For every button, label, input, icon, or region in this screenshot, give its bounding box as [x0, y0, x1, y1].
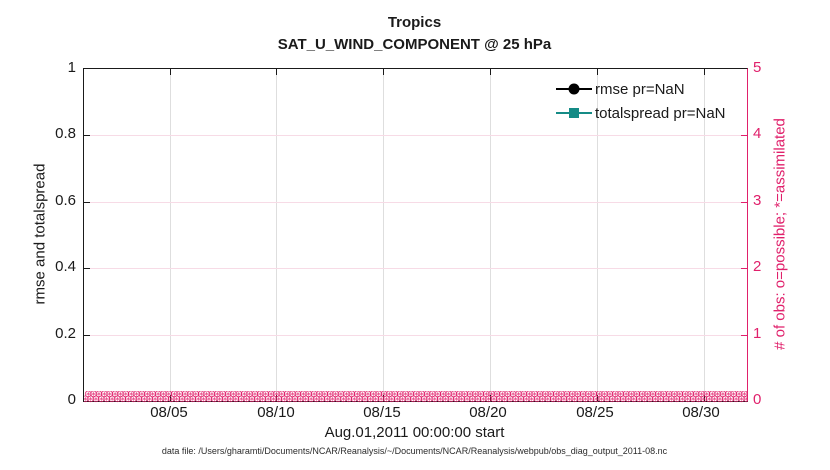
- tick-mark: [597, 69, 599, 75]
- tick-mark: [704, 395, 706, 401]
- right-ytick-label: 3: [753, 192, 762, 209]
- left-ytick-label: 1: [67, 59, 76, 76]
- xtick-label: 08/30: [682, 404, 720, 421]
- left-ytick-label: 0.4: [55, 258, 76, 275]
- gridline-vertical: [169, 69, 171, 401]
- legend-label-rmse: rmse pr=NaN: [595, 80, 685, 98]
- legend: rmse pr=NaN totalspread pr=NaN: [556, 77, 726, 125]
- tick-mark: [597, 395, 599, 401]
- chart-subtitle: SAT_U_WIND_COMPONENT @ 25 hPa: [277, 36, 552, 53]
- legend-item-rmse: rmse pr=NaN: [556, 77, 726, 101]
- rmse-line-sample: [556, 83, 592, 95]
- gridline-vertical: [704, 69, 706, 401]
- tick-mark: [741, 201, 747, 203]
- xtick-label: 08/15: [363, 404, 401, 421]
- tick-mark: [741, 135, 747, 137]
- tick-mark: [84, 135, 90, 137]
- circle-marker-icon: [568, 83, 580, 95]
- right-ytick-label: 4: [753, 125, 762, 142]
- right-ytick-label: 2: [753, 258, 762, 275]
- gridline-vertical: [383, 69, 385, 401]
- left-ytick-label: 0.2: [55, 325, 76, 342]
- left-ytick-label: 0.6: [55, 192, 76, 209]
- gridline-horizontal: [84, 268, 747, 270]
- gridline-vertical: [276, 69, 278, 401]
- tick-mark: [84, 268, 90, 270]
- tick-mark: [276, 395, 278, 401]
- tick-mark: [741, 334, 747, 336]
- tick-mark: [490, 395, 492, 401]
- tick-mark: [383, 395, 385, 401]
- obs-marker-row: ⊛⊛⊛⊛⊛⊛⊛⊛⊛⊛⊛⊛⊛⊛⊛⊛⊛⊛⊛⊛⊛⊛⊛⊛⊛⊛⊛⊛⊛⊛⊛⊛⊛⊛⊛⊛⊛⊛⊛⊛…: [84, 391, 747, 400]
- xtick-label: 08/20: [469, 404, 507, 421]
- legend-item-totalspread: totalspread pr=NaN: [556, 101, 726, 125]
- right-y-axis-label: # of obs: o=possible; *=assimilated: [771, 118, 789, 350]
- tick-mark: [490, 69, 492, 75]
- left-ytick-label: 0.8: [55, 125, 76, 142]
- plot-area: ⊛⊛⊛⊛⊛⊛⊛⊛⊛⊛⊛⊛⊛⊛⊛⊛⊛⊛⊛⊛⊛⊛⊛⊛⊛⊛⊛⊛⊛⊛⊛⊛⊛⊛⊛⊛⊛⊛⊛⊛…: [83, 68, 748, 404]
- gridline-vertical: [597, 69, 599, 401]
- gridline-horizontal: [84, 334, 747, 336]
- right-ytick-label: 0: [753, 391, 762, 408]
- tick-mark: [169, 395, 171, 401]
- left-y-axis-label: rmse and totalspread: [31, 163, 49, 305]
- gridline-horizontal: [84, 201, 747, 203]
- right-ytick-label: 1: [753, 325, 762, 342]
- tick-mark: [169, 69, 171, 75]
- left-ytick-label: 0: [67, 391, 76, 408]
- right-ytick-label: 5: [753, 59, 762, 76]
- xtick-label: 08/25: [576, 404, 614, 421]
- tick-mark: [84, 201, 90, 203]
- x-axis-label: Aug.01,2011 00:00:00 start: [324, 424, 505, 441]
- tick-mark: [704, 69, 706, 75]
- xtick-label: 08/05: [150, 404, 188, 421]
- square-marker-icon: [569, 108, 579, 118]
- gridline-horizontal: [84, 135, 747, 137]
- chart-title: Tropics: [387, 14, 442, 31]
- data-file-note: data file: /Users/gharamti/Documents/NCA…: [161, 446, 668, 456]
- xtick-label: 08/10: [257, 404, 295, 421]
- obs-marker-row: ⊛⊛⊛⊛⊛⊛⊛⊛⊛⊛⊛⊛⊛⊛⊛⊛⊛⊛⊛⊛⊛⊛⊛⊛⊛⊛⊛⊛⊛⊛⊛⊛⊛⊛⊛⊛⊛⊛⊛⊛…: [84, 394, 747, 405]
- tick-mark: [84, 334, 90, 336]
- tick-mark: [383, 69, 385, 75]
- tick-mark: [741, 268, 747, 270]
- tick-mark: [276, 69, 278, 75]
- gridline-vertical: [490, 69, 492, 401]
- totalspread-line-sample: [556, 107, 592, 119]
- legend-label-totalspread: totalspread pr=NaN: [595, 104, 726, 122]
- obs-count-marker-band: ⊛⊛⊛⊛⊛⊛⊛⊛⊛⊛⊛⊛⊛⊛⊛⊛⊛⊛⊛⊛⊛⊛⊛⊛⊛⊛⊛⊛⊛⊛⊛⊛⊛⊛⊛⊛⊛⊛⊛⊛…: [84, 391, 747, 404]
